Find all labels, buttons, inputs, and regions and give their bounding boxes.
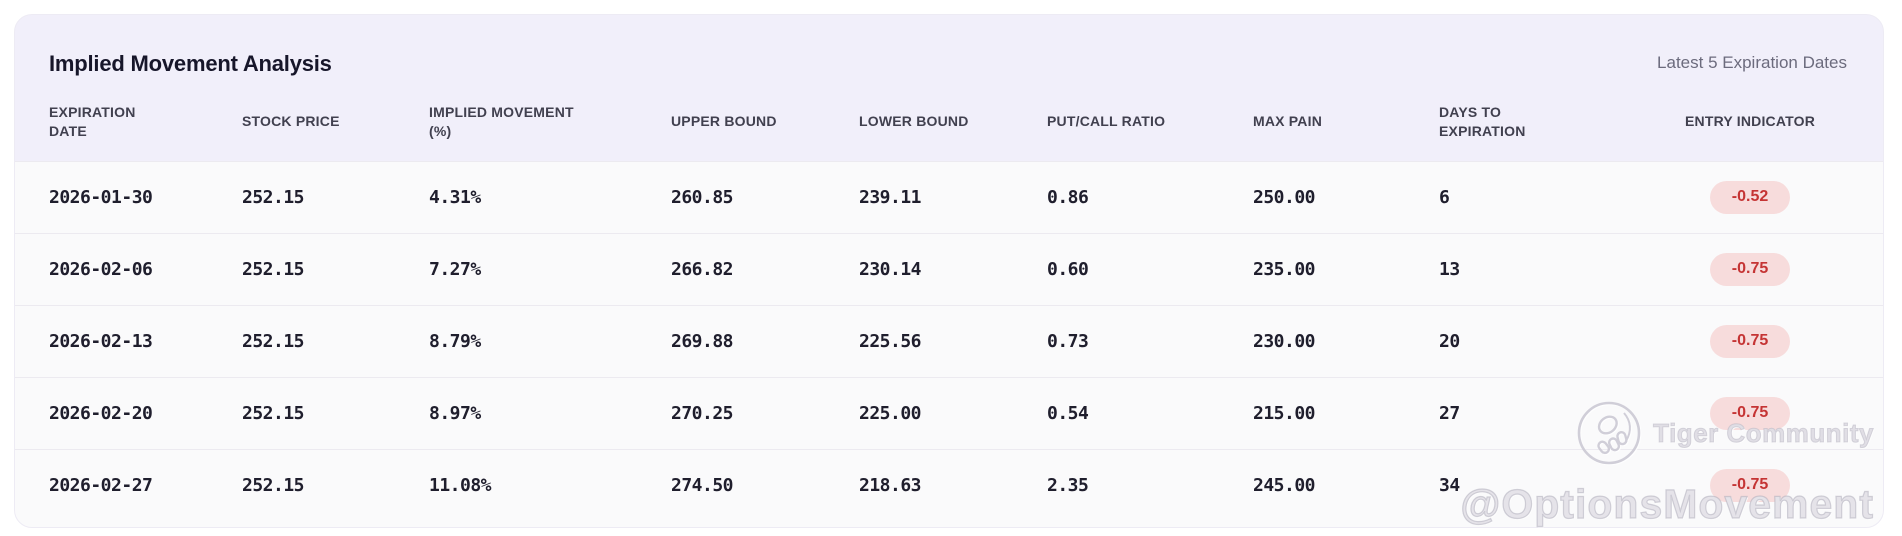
cell-entry-indicator: -0.75 <box>1615 449 1883 521</box>
entry-indicator-badge: -0.75 <box>1710 468 1790 502</box>
cell-implied-movement: 8.97% <box>429 402 481 424</box>
cell-put-call-ratio: 0.73 <box>1047 330 1089 352</box>
col-header-stock-price: STOCK PRICE <box>242 113 340 130</box>
cell-max-pain: 245.00 <box>1253 474 1316 496</box>
cell-upper-bound: 274.50 <box>671 474 734 496</box>
card-subtitle: Latest 5 Expiration Dates <box>1657 53 1847 72</box>
table-row: 2026-02-06 252.15 7.27% 266.82 230.14 0.… <box>15 233 1883 305</box>
cell-upper-bound: 269.88 <box>671 330 734 352</box>
cell-stock-price: 252.15 <box>242 258 305 280</box>
implied-movement-analysis-card: Implied Movement Analysis Latest 5 Expir… <box>14 14 1884 528</box>
cell-max-pain: 230.00 <box>1253 330 1316 352</box>
cell-upper-bound: 270.25 <box>671 402 734 424</box>
entry-indicator-badge: -0.75 <box>1710 324 1790 358</box>
table-row: 2026-02-27 252.15 11.08% 274.50 218.63 2… <box>15 449 1883 521</box>
cell-expiration-date: 2026-01-30 <box>49 186 153 208</box>
cell-expiration-date: 2026-02-27 <box>49 474 153 496</box>
cell-expiration-date: 2026-02-13 <box>49 330 153 352</box>
cell-days-to-expiration: 6 <box>1439 186 1450 208</box>
cell-days-to-expiration: 13 <box>1439 258 1460 280</box>
entry-indicator-badge: -0.75 <box>1710 252 1790 286</box>
card-header: Implied Movement Analysis Latest 5 Expir… <box>15 15 1883 87</box>
cell-upper-bound: 266.82 <box>671 258 734 280</box>
cell-implied-movement: 11.08% <box>429 474 492 496</box>
cell-lower-bound: 225.56 <box>859 330 922 352</box>
cell-implied-movement: 8.79% <box>429 330 481 352</box>
cell-put-call-ratio: 0.54 <box>1047 402 1089 424</box>
col-header-implied-movement: IMPLIED MOVEMENT (%) <box>429 103 574 139</box>
col-header-lower-bound: LOWER BOUND <box>859 113 969 130</box>
entry-indicator-badge: -0.52 <box>1710 180 1790 214</box>
col-header-put-call-ratio: PUT/CALL RATIO <box>1047 113 1166 130</box>
cell-entry-indicator: -0.52 <box>1615 161 1883 233</box>
cell-expiration-date: 2026-02-06 <box>49 258 153 280</box>
col-header-upper-bound: UPPER BOUND <box>671 113 777 130</box>
table-row: 2026-02-20 252.15 8.97% 270.25 225.00 0.… <box>15 377 1883 449</box>
col-header-days-to-expiration: DAYS TO EXPIRATION <box>1439 103 1526 139</box>
entry-indicator-badge: -0.75 <box>1710 396 1790 430</box>
col-header-entry-indicator: ENTRY INDICATOR <box>1684 113 1816 130</box>
cell-entry-indicator: -0.75 <box>1615 377 1883 449</box>
table-row: 2026-01-30 252.15 4.31% 260.85 239.11 0.… <box>15 161 1883 233</box>
cell-lower-bound: 225.00 <box>859 402 922 424</box>
implied-movement-table: EXPIRATION DATE STOCK PRICE IMPLIED MOVE… <box>15 87 1883 521</box>
cell-stock-price: 252.15 <box>242 186 305 208</box>
cell-put-call-ratio: 2.35 <box>1047 474 1089 496</box>
cell-put-call-ratio: 0.86 <box>1047 186 1089 208</box>
table-row: 2026-02-13 252.15 8.79% 269.88 225.56 0.… <box>15 305 1883 377</box>
cell-days-to-expiration: 27 <box>1439 402 1460 424</box>
col-header-expiration-date: EXPIRATION DATE <box>49 103 136 139</box>
cell-entry-indicator: -0.75 <box>1615 233 1883 305</box>
cell-stock-price: 252.15 <box>242 402 305 424</box>
cell-stock-price: 252.15 <box>242 330 305 352</box>
cell-max-pain: 215.00 <box>1253 402 1316 424</box>
table-header-row: EXPIRATION DATE STOCK PRICE IMPLIED MOVE… <box>15 87 1883 161</box>
cell-implied-movement: 7.27% <box>429 258 481 280</box>
cell-lower-bound: 239.11 <box>859 186 922 208</box>
cell-stock-price: 252.15 <box>242 474 305 496</box>
card-title: Implied Movement Analysis <box>49 51 332 76</box>
cell-lower-bound: 218.63 <box>859 474 922 496</box>
cell-days-to-expiration: 20 <box>1439 330 1460 352</box>
cell-days-to-expiration: 34 <box>1439 474 1460 496</box>
cell-max-pain: 235.00 <box>1253 258 1316 280</box>
cell-max-pain: 250.00 <box>1253 186 1316 208</box>
cell-lower-bound: 230.14 <box>859 258 922 280</box>
cell-implied-movement: 4.31% <box>429 186 481 208</box>
table-bottom-strip <box>15 521 1883 527</box>
col-header-max-pain: MAX PAIN <box>1253 113 1323 130</box>
cell-expiration-date: 2026-02-20 <box>49 402 153 424</box>
cell-upper-bound: 260.85 <box>671 186 734 208</box>
cell-put-call-ratio: 0.60 <box>1047 258 1089 280</box>
cell-entry-indicator: -0.75 <box>1615 305 1883 377</box>
